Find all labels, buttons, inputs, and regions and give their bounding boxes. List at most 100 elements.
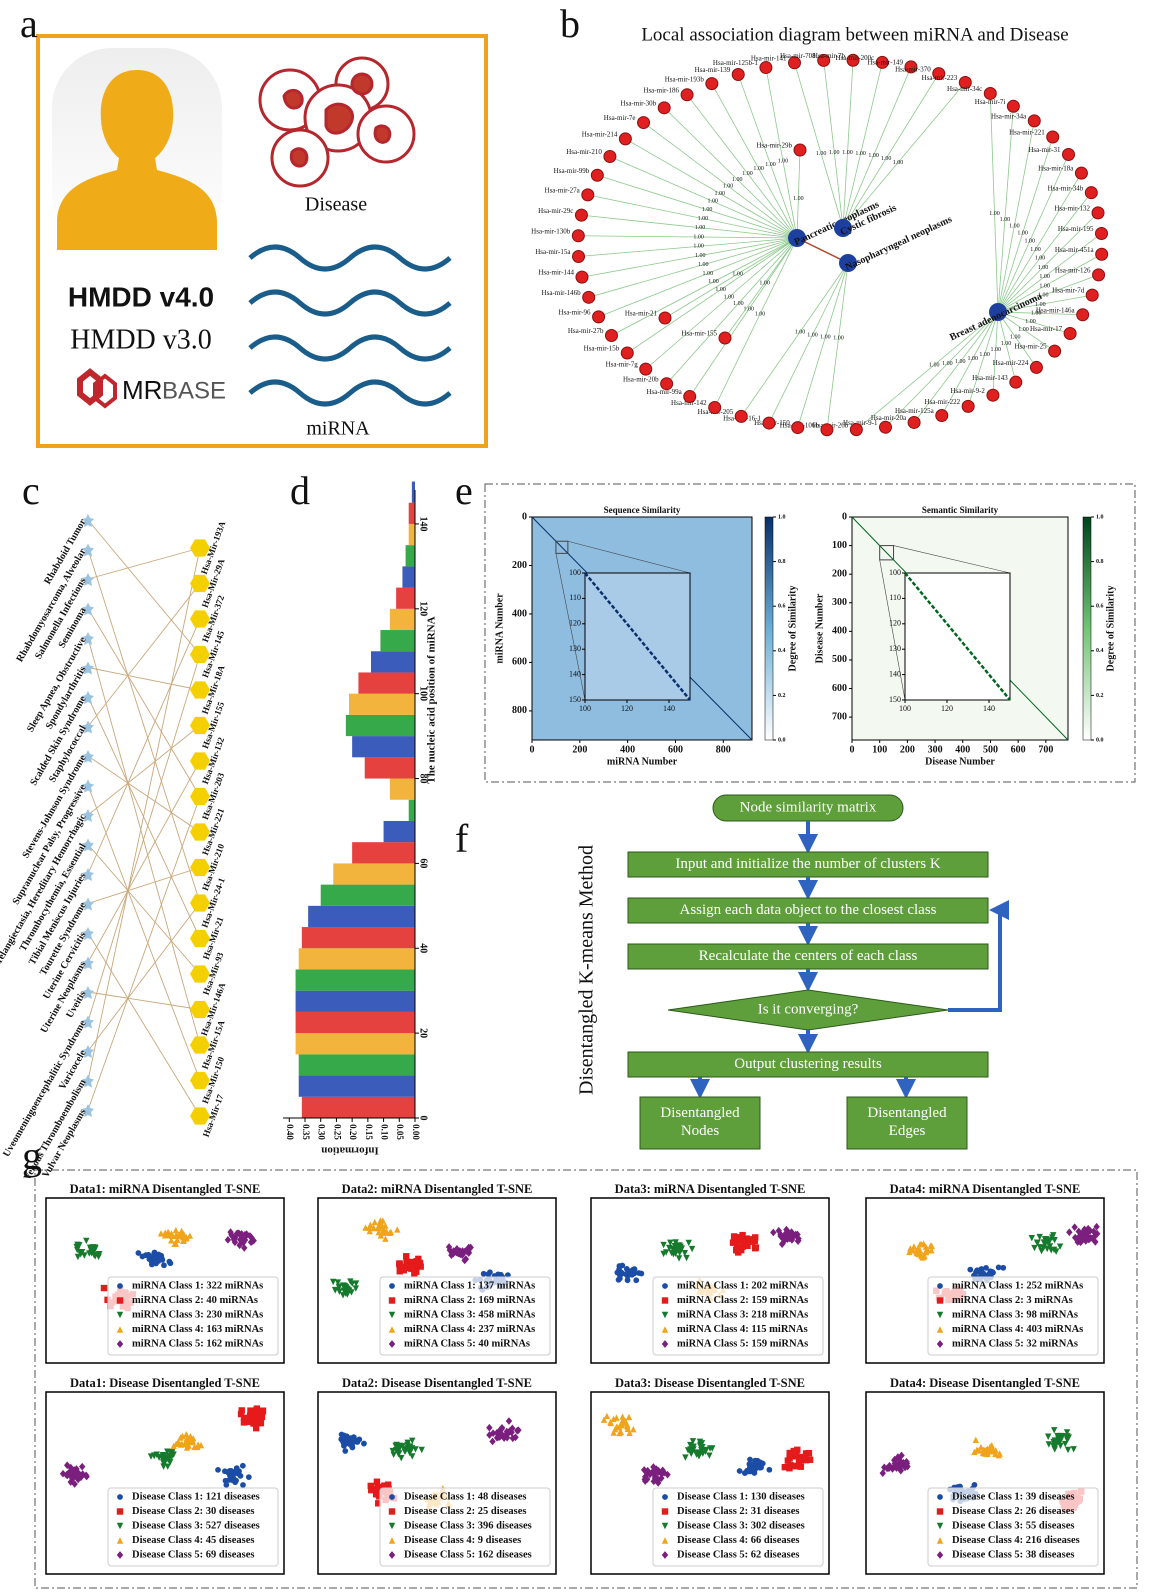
point xyxy=(227,1468,233,1474)
link xyxy=(88,797,200,1111)
legend-entry: Disease Class 4: 9 diseases xyxy=(404,1535,521,1546)
link xyxy=(88,548,200,579)
mirna-node xyxy=(573,251,585,263)
tsne-panel: Data3: miRNA Disentangled T-SNEmiRNA Cla… xyxy=(591,1182,829,1363)
disease-label: Disease xyxy=(305,194,367,216)
edge-label: 1.00 xyxy=(702,271,713,277)
logo-bar xyxy=(365,757,415,778)
mirna-node xyxy=(659,312,671,324)
x-tick-label: 400 xyxy=(620,744,635,755)
logo-bar xyxy=(352,842,415,863)
legend-entry: miRNA Class 3: 98 miRNAs xyxy=(952,1309,1078,1320)
mirna-node xyxy=(732,69,744,81)
edge-label: 1.00 xyxy=(833,335,844,341)
edge-label: 1.00 xyxy=(723,183,734,189)
mirna-node xyxy=(709,401,721,413)
y-tick-label: 20 xyxy=(418,1028,429,1038)
tsne-panel: Data4: miRNA Disentangled T-SNEmiRNA Cla… xyxy=(866,1182,1104,1363)
edge-label: 1.00 xyxy=(816,151,827,157)
mirna-node xyxy=(1095,227,1107,239)
mirna-node xyxy=(1086,289,1098,301)
legend-entry: Disease Class 1: 48 diseases xyxy=(404,1491,527,1502)
inset-x-tick-label: 100 xyxy=(899,704,911,713)
mirna-node xyxy=(1077,309,1089,321)
link xyxy=(88,584,200,727)
edge-label: 1.00 xyxy=(765,162,776,168)
inset-y-tick-label: 150 xyxy=(569,695,581,704)
colorbar-tick-label: 0.8 xyxy=(778,559,786,565)
legend-entry: miRNA Class 3: 230 miRNAs xyxy=(132,1309,263,1320)
legend-entry: miRNA Class 4: 163 miRNAs xyxy=(132,1324,263,1335)
point xyxy=(937,1283,943,1289)
mirna-node xyxy=(1047,131,1059,143)
point xyxy=(117,1508,123,1514)
link xyxy=(88,619,200,874)
point xyxy=(161,1262,167,1268)
legend-entry: miRNA Class 2: 159 miRNAs xyxy=(677,1295,808,1306)
mirna-label: Hsa-mir-708 xyxy=(780,52,816,60)
mirna-label: Hsa-mir-99b xyxy=(554,167,590,175)
tsne-title: Data4: Disease Disentangled T-SNE xyxy=(890,1376,1080,1390)
edge-label: 1.00 xyxy=(693,244,704,250)
edge-label: 1.00 xyxy=(820,334,831,340)
mirna-node xyxy=(593,311,605,323)
legend-entry: miRNA Class 1: 322 miRNAs xyxy=(132,1280,263,1291)
edge-label: 1.00 xyxy=(742,171,753,177)
tsne-panel: Data2: miRNA Disentangled T-SNEmiRNA Cla… xyxy=(318,1182,556,1363)
y-tick-label: 800 xyxy=(512,705,527,716)
point xyxy=(752,1234,758,1240)
mirna-label: Hsa-mir-130b xyxy=(531,227,571,235)
point xyxy=(629,1271,635,1277)
process-step-text: Recalculate the centers of each class xyxy=(699,948,918,964)
point xyxy=(396,1262,402,1268)
legend-entry: Disease Class 3: 527 diseases xyxy=(132,1520,260,1531)
point xyxy=(623,1271,629,1277)
mirna-node xyxy=(962,400,974,412)
mirna-node xyxy=(1092,207,1104,219)
edge-label: 1.00 xyxy=(868,153,879,159)
legend-entry: Disease Class 2: 26 diseases xyxy=(952,1506,1075,1517)
point xyxy=(487,1269,493,1275)
edge-label: 1.00 xyxy=(795,329,806,335)
y-tick-label: 100 xyxy=(832,540,847,551)
logo-bar xyxy=(358,672,415,693)
edge-label: 1.00 xyxy=(708,199,719,205)
link xyxy=(88,520,200,655)
edge-label: 1.00 xyxy=(778,159,789,165)
mirna-node xyxy=(591,169,603,181)
mirna-node xyxy=(763,417,775,429)
mirna-node xyxy=(575,209,587,221)
logo-bar xyxy=(299,1076,415,1097)
edge-label: 1.00 xyxy=(807,332,818,338)
mirna-label: Hsa-mir-7e xyxy=(604,114,636,122)
logo-bar xyxy=(371,651,415,672)
point xyxy=(240,1482,246,1488)
point xyxy=(752,1458,758,1464)
mirna-node xyxy=(621,347,633,359)
legend-entry: Disease Class 2: 31 diseases xyxy=(677,1506,800,1517)
legend-entry: Disease Class 5: 69 diseases xyxy=(132,1549,255,1560)
y-tick-label: 200 xyxy=(832,568,847,579)
point xyxy=(135,1250,141,1256)
logo-bar xyxy=(409,524,415,545)
legend-entry: miRNA Class 2: 40 miRNAs xyxy=(132,1295,258,1306)
logo-bar xyxy=(390,609,415,630)
y-tick-label: 0 xyxy=(522,511,527,522)
heatmap: Semantic Similarity010020030040050060070… xyxy=(814,505,1116,767)
point xyxy=(238,1473,244,1479)
edge-label: 1.00 xyxy=(942,361,953,367)
mirna-label: Hsa-mir-214 xyxy=(582,130,618,138)
point xyxy=(662,1283,668,1289)
edge xyxy=(824,60,843,228)
inset-x-tick-label: 140 xyxy=(663,704,675,713)
legend-entry: Disease Class 5: 62 diseases xyxy=(677,1549,800,1560)
link xyxy=(88,655,200,1022)
point xyxy=(753,1463,759,1469)
point xyxy=(342,1448,348,1454)
legend-entry: miRNA Class 2: 3 miRNAs xyxy=(952,1295,1073,1306)
point xyxy=(937,1297,943,1303)
legend-entry: Disease Class 5: 162 diseases xyxy=(404,1549,532,1560)
legend-entry: Disease Class 1: 39 diseases xyxy=(952,1491,1075,1502)
mirna-node xyxy=(735,410,747,422)
logo-bar xyxy=(333,863,415,884)
